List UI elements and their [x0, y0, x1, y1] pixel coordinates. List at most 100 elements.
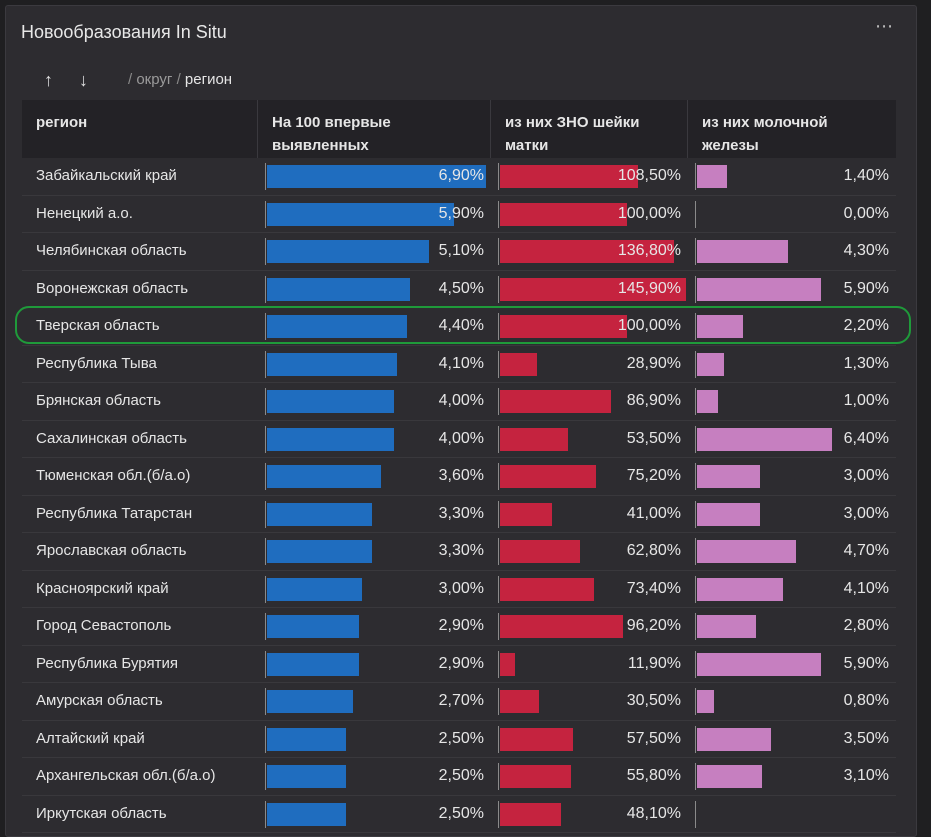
cervix-value: 100,00% [617, 204, 681, 222]
table-row[interactable]: Красноярский край 3,00% 73,40% 4,10% [22, 571, 896, 608]
first-detected-bar [267, 427, 394, 451]
breast-value: 1,00% [843, 392, 889, 409]
more-options-icon[interactable]: ⋯ [875, 16, 894, 36]
breast-value: 3,50% [843, 729, 889, 747]
region-name: Воронежская область [36, 279, 189, 297]
cervix-bar [500, 352, 537, 376]
cervix-bar [500, 652, 515, 676]
table-row[interactable]: Алтайский край 2,50% 57,50% 3,50% [22, 721, 896, 758]
table-row[interactable]: Забайкальский край 6,90% 108,50% 1,40% [22, 158, 896, 196]
bar-axis [695, 275, 696, 303]
bar-axis [498, 538, 499, 565]
breast-value: 5,90% [843, 279, 889, 297]
table-row[interactable]: Ненецкий а.о. 5,90% 100,00% 0,00% [22, 196, 896, 233]
bar-axis [265, 275, 266, 303]
first-detected-bar [267, 540, 372, 563]
first-detected-value: 5,90% [438, 204, 484, 222]
bar-axis [498, 350, 499, 378]
first-detected-bar [267, 690, 353, 713]
bar-axis [695, 763, 696, 790]
first-detected-bar [267, 390, 394, 413]
bar-axis [265, 688, 266, 715]
column-header-region[interactable]: регион [22, 100, 258, 158]
bar-axis [695, 350, 696, 378]
breadcrumb-item-okrug[interactable]: округ [136, 71, 173, 88]
breast-value: 6,40% [843, 429, 889, 447]
first-detected-value: 4,50% [438, 279, 484, 297]
first-detected-value: 3,60% [438, 467, 484, 484]
bar-axis [265, 538, 266, 565]
breast-bar [697, 652, 821, 676]
bar-axis [498, 200, 499, 228]
bar-axis [265, 238, 266, 265]
table-row[interactable]: Воронежская область 4,50% 145,90% 5,90% [22, 271, 896, 308]
region-name: Тверская область [36, 317, 160, 334]
column-header-breast[interactable]: из них молочной железы [702, 114, 828, 154]
region-name: Республика Тыва [36, 354, 157, 372]
breast-bar [697, 577, 783, 601]
table-row[interactable]: Тверская область 4,40% 100,00% 2,20% [22, 308, 896, 346]
cervix-bar [500, 202, 627, 226]
cervix-value: 41,00% [626, 504, 681, 522]
table-row[interactable]: Челябинская область 5,10% 136,80% 4,30% [22, 233, 896, 271]
bar-axis [498, 313, 499, 340]
table-row[interactable]: Ярославская область 3,30% 62,80% 4,70% [22, 533, 896, 571]
cervix-value: 62,80% [626, 542, 681, 559]
first-detected-bar [267, 165, 486, 188]
breast-bar [697, 727, 771, 751]
bar-axis [695, 688, 696, 715]
breadcrumb-separator: / [128, 71, 133, 88]
bar-axis [265, 725, 266, 753]
cervix-bar [500, 427, 568, 451]
first-detected-bar [267, 727, 346, 751]
bar-axis [498, 425, 499, 453]
table-row[interactable]: Тюменская обл.(б/а.о) 3,60% 75,20% 3,00% [22, 458, 896, 496]
table-row[interactable]: Республика Татарстан 3,30% 41,00% 3,00% [22, 496, 896, 533]
breast-bar [697, 765, 762, 788]
cervix-value: 73,40% [626, 579, 681, 597]
bar-axis [695, 163, 696, 190]
breast-bar [697, 390, 718, 413]
region-name: Брянская область [36, 392, 161, 409]
first-detected-bar [267, 577, 362, 601]
region-name: Сахалинская область [36, 429, 187, 447]
bar-axis [498, 763, 499, 790]
table-row[interactable]: Республика Тыва 4,10% 28,90% 1,30% [22, 346, 896, 383]
first-detected-bar [267, 615, 359, 638]
sort-descending-icon[interactable]: ↓ [79, 70, 88, 90]
table-row[interactable]: Город Севастополь 2,90% 96,20% 2,80% [22, 608, 896, 646]
bar-axis [498, 725, 499, 753]
first-detected-value: 3,00% [438, 579, 484, 597]
region-name: Иркутская область [36, 804, 167, 822]
first-detected-bar [267, 765, 346, 788]
bar-axis [498, 500, 499, 528]
bar-axis [695, 575, 696, 603]
breast-value: 4,10% [843, 579, 889, 597]
cervix-bar [500, 577, 594, 601]
region-name: Ярославская область [36, 542, 187, 559]
table-row[interactable]: Архангельская обл.(б/а.о) 2,50% 55,80% 3,10… [22, 758, 896, 796]
breast-value: 3,10% [843, 767, 889, 784]
cervix-value: 11,90% [627, 654, 681, 672]
table-row[interactable]: Иркутская область 2,50% 48,10% [22, 796, 896, 833]
table-row[interactable]: Брянская область 4,00% 86,90% 1,00% [22, 383, 896, 421]
bar-axis [265, 425, 266, 453]
first-detected-bar [267, 802, 346, 826]
cervix-value: 57,50% [626, 729, 681, 747]
bar-axis [498, 688, 499, 715]
bar-axis [695, 463, 696, 490]
table-row[interactable]: Сахалинская область 4,00% 53,50% 6,40% [22, 421, 896, 458]
breast-value: 4,70% [843, 542, 889, 559]
cervix-bar [500, 165, 638, 188]
table-row[interactable]: Республика Бурятия 2,90% 11,90% 5,90% [22, 646, 896, 683]
breast-bar [697, 165, 727, 188]
bar-axis [498, 613, 499, 640]
column-header-first-detected[interactable]: На 100 впервые выявленных [258, 100, 491, 158]
sort-ascending-icon[interactable]: ↑ [44, 70, 53, 90]
table-row[interactable]: Амурская область 2,70% 30,50% 0,80% [22, 683, 896, 721]
column-header-cervix[interactable]: из них ЗНО шейки матки [491, 100, 688, 158]
cervix-bar [500, 765, 571, 788]
bar-axis [265, 463, 266, 490]
cervix-value: 30,50% [626, 692, 681, 709]
breast-bar [697, 690, 714, 713]
